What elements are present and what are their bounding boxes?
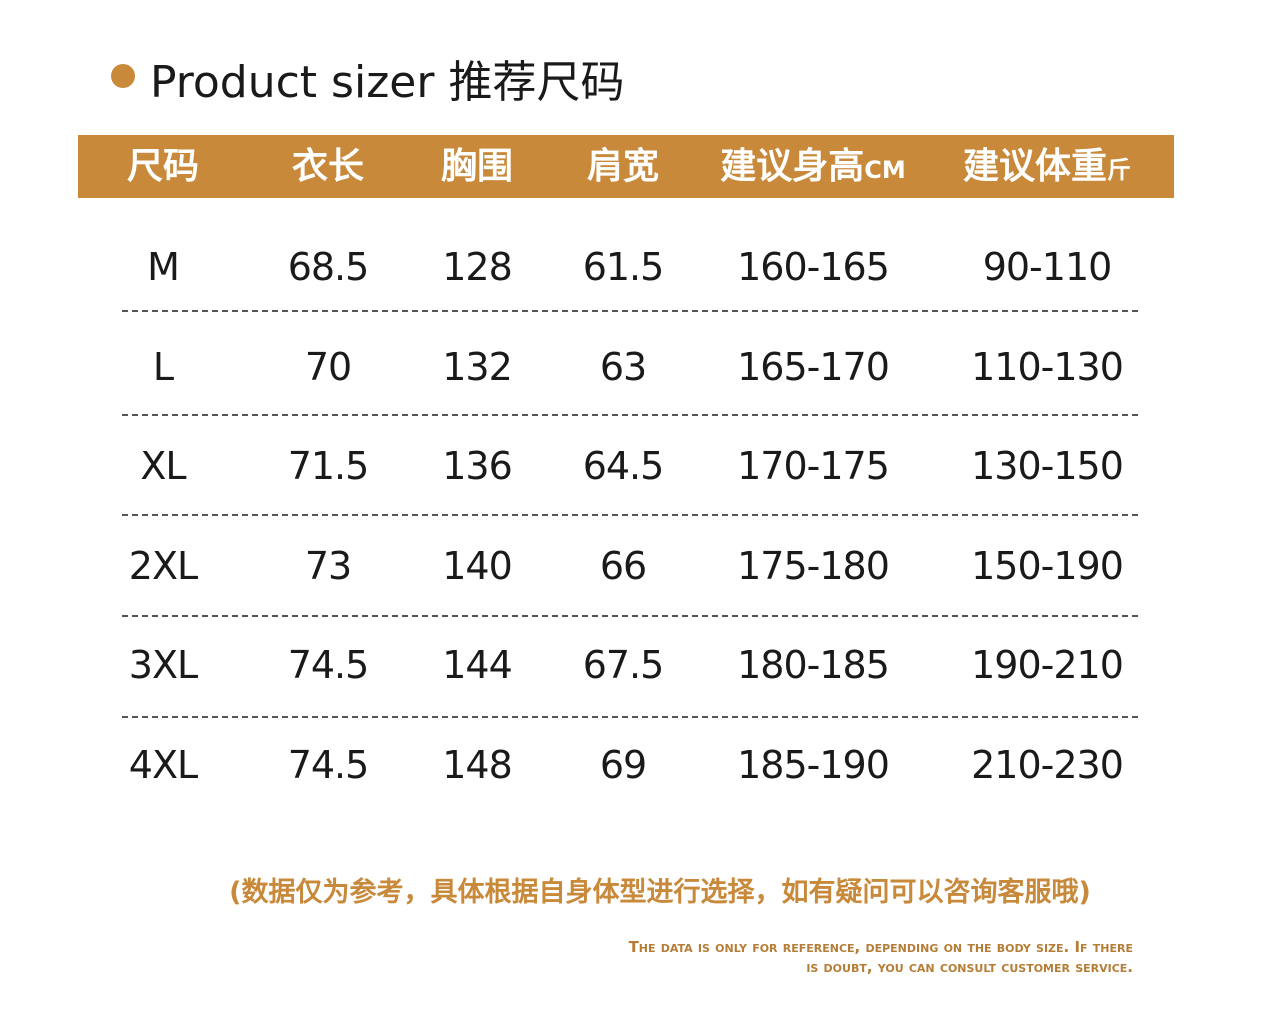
title: Product sizer 推荐尺码 xyxy=(150,57,625,108)
header-unit: CM xyxy=(864,156,906,184)
header-cell: 胸围 xyxy=(441,135,513,198)
table-cell: 90-110 xyxy=(982,245,1113,289)
table-cell: 74.5 xyxy=(287,643,370,687)
header-cell: 建议体重斤 xyxy=(963,135,1131,198)
table-cell: 132 xyxy=(442,345,513,389)
table-cell: 63 xyxy=(599,345,647,389)
row-divider xyxy=(122,310,1138,312)
header-bar xyxy=(78,135,1174,198)
header-text: 衣长 xyxy=(291,146,365,187)
row-divider xyxy=(122,414,1138,416)
bullet xyxy=(111,64,135,88)
table-cell: 144 xyxy=(442,643,513,687)
table-cell: 175-180 xyxy=(737,544,890,588)
table-cell: 136 xyxy=(442,444,513,488)
table-cell: 67.5 xyxy=(582,643,665,687)
table-cell: 148 xyxy=(442,743,513,787)
header-text: 建议体重 xyxy=(962,146,1108,187)
header-cell: 衣长 xyxy=(292,135,364,198)
header-unit: 斤 xyxy=(1107,156,1132,184)
table-cell: 128 xyxy=(442,245,513,289)
table-cell: 74.5 xyxy=(287,743,370,787)
table-cell: 71.5 xyxy=(287,444,370,488)
table-cell: 61.5 xyxy=(582,245,665,289)
table-cell: 180-185 xyxy=(737,643,890,687)
size-label: M xyxy=(147,245,180,289)
row-divider xyxy=(122,615,1138,617)
header-cell: 尺码 xyxy=(127,135,199,198)
table-cell: 170-175 xyxy=(737,444,890,488)
table-cell: 110-130 xyxy=(971,345,1124,389)
table-cell: 165-170 xyxy=(737,345,890,389)
size-label: 4XL xyxy=(128,743,198,787)
note-english: The data is only for reference, dependin… xyxy=(628,938,1133,956)
table-cell: 160-165 xyxy=(737,245,890,289)
size-label: L xyxy=(152,345,174,389)
header-text: 肩宽 xyxy=(586,146,660,187)
table-cell: 66 xyxy=(599,544,647,588)
table-cell: 64.5 xyxy=(582,444,665,488)
size-label: 3XL xyxy=(128,643,198,687)
table-cell: 70 xyxy=(304,345,352,389)
header-text: 胸围 xyxy=(440,146,514,187)
table-cell: 150-190 xyxy=(971,544,1124,588)
table-cell: 190-210 xyxy=(971,643,1124,687)
header-cell: 建议身高CM xyxy=(720,135,906,198)
table-cell: 69 xyxy=(599,743,647,787)
table-cell: 210-230 xyxy=(971,743,1124,787)
table-cell: 140 xyxy=(442,544,513,588)
table-cell: 130-150 xyxy=(971,444,1124,488)
row-divider xyxy=(122,514,1138,516)
note-chinese: (数据仅为参考，具体根据自身体型进行选择，如有疑问可以咨询客服哦) xyxy=(229,877,1091,908)
table-cell: 73 xyxy=(304,544,352,588)
header-cell: 肩宽 xyxy=(587,135,659,198)
header-text: 尺码 xyxy=(126,146,200,187)
note-english: is doubt, you can consult customer servi… xyxy=(806,958,1133,976)
row-divider xyxy=(122,716,1138,718)
table-cell: 68.5 xyxy=(287,245,370,289)
size-label: XL xyxy=(140,444,186,488)
header-text: 建议身高 xyxy=(720,146,865,187)
table-cell: 185-190 xyxy=(737,743,890,787)
size-label: 2XL xyxy=(128,544,198,588)
